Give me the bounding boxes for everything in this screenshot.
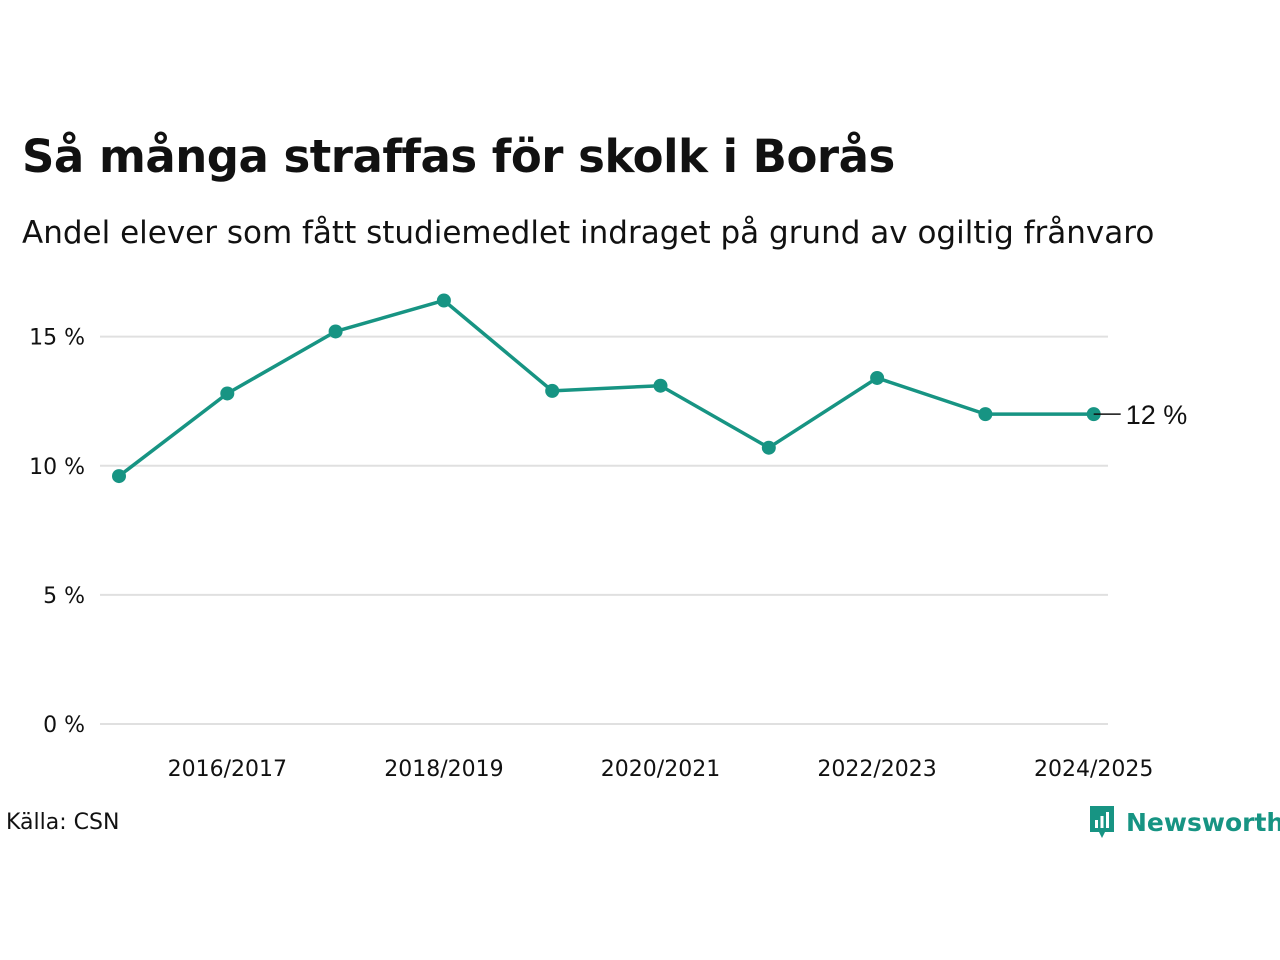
brand-name: Newsworthy [1126,807,1280,837]
newsworthy-logo-icon [1090,806,1114,838]
x-tick-label: 2018/2019 [384,757,503,782]
data-point [436,293,451,308]
brand-logo[interactable]: Newsworthy [1088,804,1280,840]
source-note: Källa: CSN [6,810,120,835]
y-axis-ticks: 0 % 5 % 10 % 15 % [29,326,85,738]
y-tick-label: 10 % [29,455,85,480]
x-tick-label: 2022/2023 [817,757,936,782]
data-point [545,383,560,398]
y-tick-label: 0 % [43,713,85,738]
x-tick-label: 2024/2025 [1034,757,1153,782]
data-point [761,440,776,455]
data-point [653,378,668,393]
x-tick-label: 2020/2021 [601,757,720,782]
end-value-label: 12 % [1126,400,1188,430]
y-tick-label: 5 % [43,584,85,609]
chart-subtitle: Andel elever som fått studiemedlet indra… [22,215,1155,251]
gridlines [100,335,1108,725]
data-point [328,324,343,339]
series-share: 12 % [112,293,1188,484]
y-tick-label: 15 % [29,326,85,351]
data-point [112,469,126,484]
x-axis-ticks: 2016/2017 2018/2019 2020/2021 2022/2023 2024… [168,757,1154,782]
data-point [870,370,885,385]
x-tick-label: 2016/2017 [168,757,287,782]
series-line [117,298,1096,478]
data-point [220,386,235,401]
data-point [978,407,993,422]
chart-title: Så många straffas för skolk i Borås [22,130,895,183]
